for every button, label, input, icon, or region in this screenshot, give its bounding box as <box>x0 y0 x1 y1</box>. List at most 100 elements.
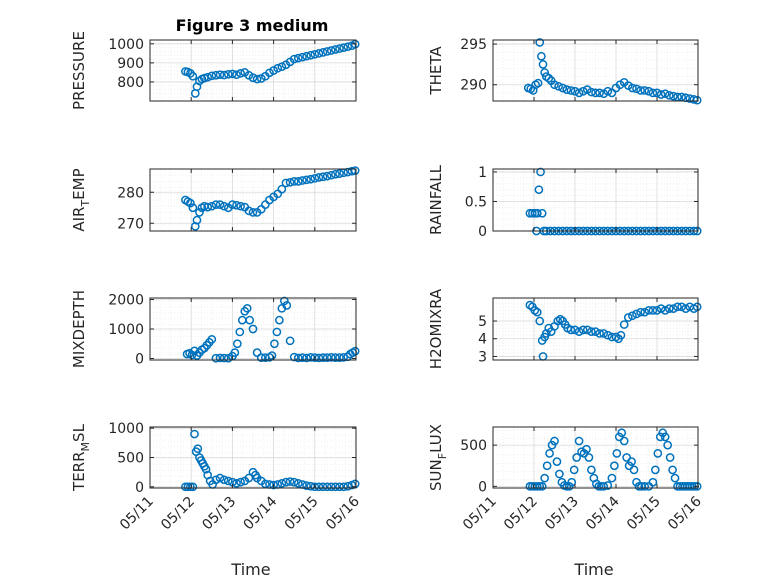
data-point <box>285 336 295 346</box>
data-point <box>669 91 678 101</box>
y-tick-label: 500 <box>460 438 487 454</box>
data-point <box>533 78 543 88</box>
data-point <box>587 465 596 475</box>
data-point <box>562 85 572 94</box>
data-point <box>279 296 289 306</box>
data-point <box>350 479 360 489</box>
data-point <box>331 45 340 54</box>
data-point <box>540 68 550 77</box>
data-point <box>298 176 307 185</box>
data-point <box>207 334 217 344</box>
data-point <box>188 203 198 213</box>
data-point <box>236 201 245 211</box>
data-point <box>219 353 229 363</box>
data-point <box>574 88 584 98</box>
data-point <box>603 86 613 96</box>
data-point <box>339 352 348 362</box>
y-tick-label: 800 <box>117 75 144 91</box>
data-point <box>219 201 229 211</box>
y-tick-label: 1000 <box>108 322 144 338</box>
data-point <box>570 86 580 96</box>
data-point <box>623 313 633 322</box>
data-point <box>599 329 609 338</box>
y-axis-label-part: LUX <box>427 424 445 453</box>
data-point <box>660 432 670 442</box>
data-point <box>261 479 270 489</box>
data-point <box>566 325 576 335</box>
data-point <box>636 86 645 95</box>
data-point <box>640 307 650 317</box>
x-axis-label-right: Time <box>573 560 613 579</box>
data-point <box>207 201 217 211</box>
y-tick-label: 5 <box>478 314 487 330</box>
data-point <box>310 353 320 362</box>
data-point <box>587 87 596 97</box>
data-point <box>322 353 332 362</box>
axes-box <box>492 168 699 232</box>
data-point <box>350 346 360 356</box>
data-point <box>244 206 254 216</box>
data-point <box>610 461 619 471</box>
data-point <box>632 84 641 94</box>
data-point <box>542 461 552 471</box>
data-point <box>211 200 221 209</box>
data-point <box>273 63 283 73</box>
y-axis-label-part: EMP <box>70 168 88 199</box>
data-point <box>350 39 360 49</box>
data-point <box>293 177 303 186</box>
data-point <box>644 86 654 96</box>
data-point <box>536 167 545 177</box>
data-series <box>181 429 360 492</box>
x-axis-label-left: Time <box>230 560 270 579</box>
data-point <box>578 86 588 96</box>
data-point <box>270 339 279 349</box>
data-point <box>665 453 675 462</box>
data-point <box>252 74 262 84</box>
data-point <box>322 482 332 492</box>
data-point <box>544 73 554 83</box>
y-axis-label-subscript: M <box>79 442 92 452</box>
y-axis-label-subscript: T <box>79 200 92 208</box>
y-tick-label: 1 <box>478 165 487 181</box>
data-point <box>656 90 666 99</box>
data-series <box>181 166 360 231</box>
data-point <box>534 185 544 195</box>
data-point <box>219 70 229 80</box>
data-point <box>584 453 594 462</box>
data-point <box>587 327 596 337</box>
y-tick-label: 3 <box>478 349 487 365</box>
data-point <box>275 315 284 325</box>
data-point <box>310 482 320 492</box>
data-point <box>192 215 202 225</box>
data-point <box>632 309 641 319</box>
data-point <box>648 88 658 98</box>
data-point <box>223 353 233 363</box>
data-point <box>235 327 245 337</box>
data-point <box>306 174 316 184</box>
data-point <box>232 339 242 349</box>
data-point <box>335 44 344 53</box>
data-point <box>669 304 678 313</box>
data-point <box>193 444 203 454</box>
data-point <box>550 436 559 446</box>
data-point <box>201 464 211 474</box>
data-point <box>569 465 579 475</box>
y-axis-label: TERRMSL <box>70 423 92 492</box>
data-point <box>668 465 677 475</box>
data-point <box>215 200 225 209</box>
data-point <box>293 353 303 363</box>
data-point <box>692 302 702 312</box>
data-point <box>616 330 626 340</box>
data-point <box>228 200 237 209</box>
y-axis-label: THETA <box>427 46 445 96</box>
data-point <box>627 457 636 466</box>
data-point <box>670 473 680 483</box>
data-point <box>532 307 542 317</box>
data-point <box>572 453 581 462</box>
data-point <box>574 436 584 446</box>
y-axis-label: RAINFALL <box>427 164 445 235</box>
data-point <box>578 325 588 335</box>
data-point <box>617 428 627 438</box>
data-point <box>215 473 225 483</box>
data-point <box>215 70 225 80</box>
